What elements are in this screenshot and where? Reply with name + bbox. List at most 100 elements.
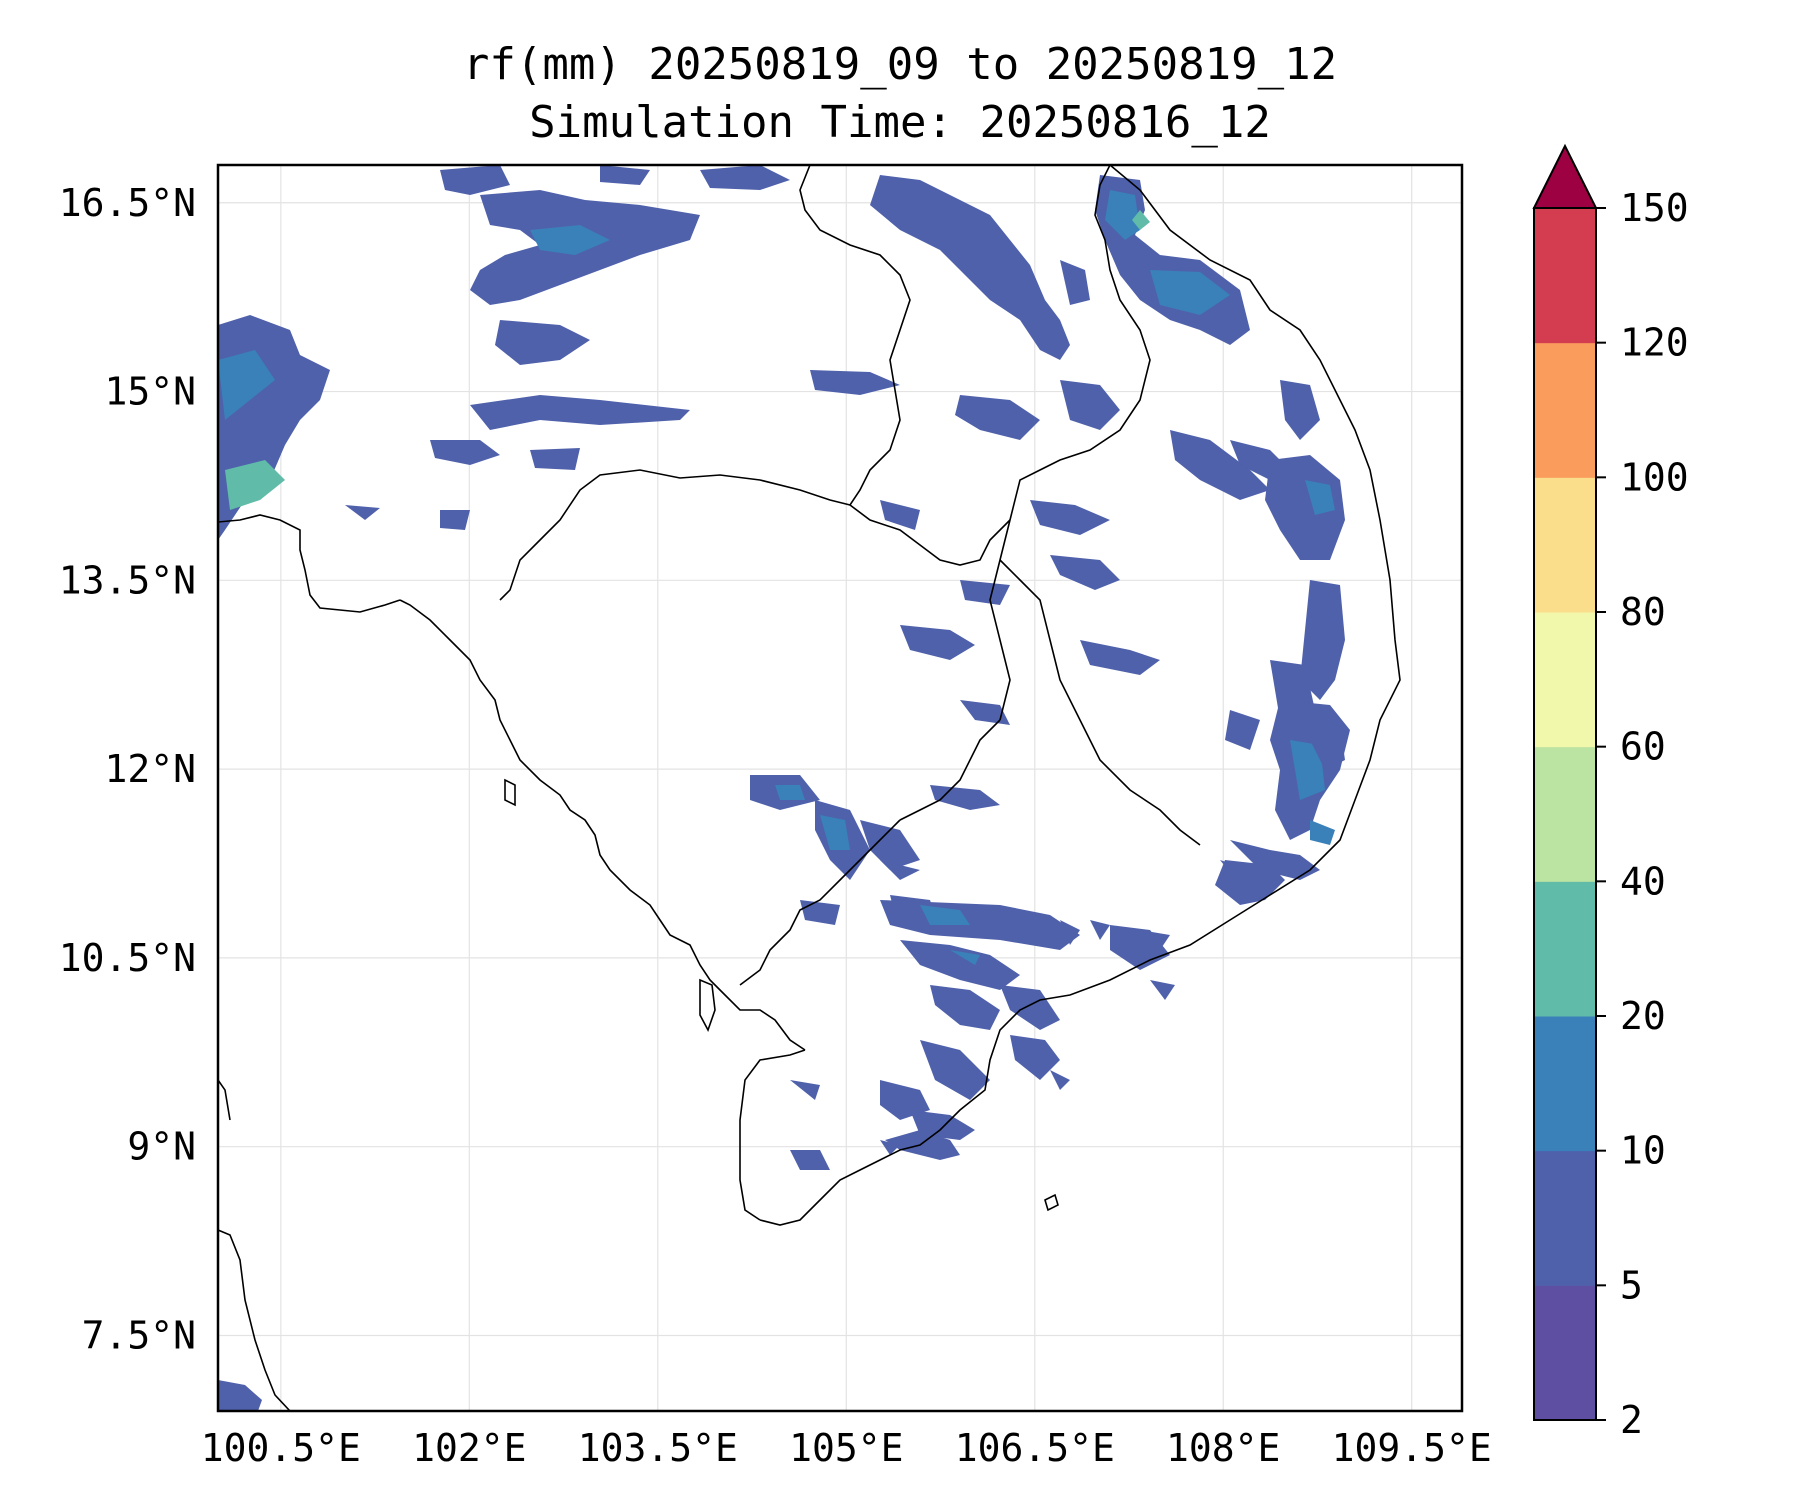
rain-patch <box>225 460 285 510</box>
colorbar-tick-label: 2 <box>1620 1398 1643 1442</box>
colorbar-segment <box>1534 881 1596 1017</box>
rain-patch <box>1225 710 1260 750</box>
colorbar-tick-label: 150 <box>1620 186 1689 230</box>
colorbar-tick-label: 80 <box>1620 590 1666 634</box>
rain-patch <box>900 940 1020 990</box>
island-phuquoc <box>699 978 716 1032</box>
rain-patch <box>1132 210 1150 230</box>
rain-patch <box>430 440 500 465</box>
lat-tick-label: 7.5°N <box>82 1313 196 1357</box>
colorbar-frame <box>1533 207 1597 1421</box>
lon-tick-label: 109.5°E <box>1332 1426 1492 1470</box>
colorbar-tick-label: 100 <box>1620 455 1689 499</box>
border-cambodia-south <box>739 819 901 986</box>
map-frame <box>216 163 1464 1413</box>
rain-patch <box>820 815 850 850</box>
rain-patch <box>810 370 900 395</box>
lon-tick-label: 108°E <box>1166 1426 1280 1470</box>
colorbar-tick-label: 5 <box>1620 1263 1643 1307</box>
colorbar-segment <box>1534 1150 1596 1286</box>
colorbar-segment <box>1534 1285 1596 1421</box>
rain-patch <box>440 165 510 195</box>
coastline-gulf <box>399 599 806 1051</box>
colorbar-tick-label: 60 <box>1620 725 1666 769</box>
rain-patch <box>1310 820 1335 845</box>
rain-patch <box>880 860 920 880</box>
border-2 <box>899 719 1001 821</box>
colorbar-segment <box>1534 1016 1596 1152</box>
rain-patch <box>218 350 275 420</box>
colorbar-segment <box>1534 477 1596 613</box>
colorbar-tick-label: 40 <box>1620 859 1666 903</box>
coastline-thailand <box>218 514 401 613</box>
rain-patch <box>218 1380 262 1411</box>
lon-tick-label: 105°E <box>789 1426 903 1470</box>
rain-patch <box>870 175 1070 360</box>
border-cambodia-north <box>849 504 1011 566</box>
title-line-2: Simulation Time: 20250816_12 <box>529 97 1271 148</box>
rain-patch <box>880 1140 900 1155</box>
rain-patch <box>1300 580 1345 700</box>
rain-patch <box>1265 455 1345 560</box>
rain-patch <box>900 625 975 660</box>
rain-patch <box>790 1080 820 1100</box>
lat-tick-label: 15°N <box>104 370 196 414</box>
lon-tick-label: 103.5°E <box>578 1426 738 1470</box>
rain-patch <box>930 985 1000 1030</box>
colorbar-segment <box>1534 746 1596 882</box>
colorbar: 2 5 10 20 40 60 80 100 120 150 <box>1532 143 1689 1442</box>
colorbar-tick-label: 10 <box>1620 1129 1666 1173</box>
rain-patch <box>1110 925 1170 970</box>
rain-patch <box>1090 920 1110 940</box>
rain-patch <box>600 165 650 185</box>
title-line-1: rf(mm) 20250819_09 to 20250819_12 <box>462 39 1338 90</box>
rain-patch <box>700 165 790 190</box>
rain-patch <box>1305 480 1335 515</box>
rain-patch <box>530 448 580 470</box>
gridlines <box>218 165 1462 1411</box>
rain-patch <box>950 950 980 965</box>
rain-patch <box>1010 1035 1060 1080</box>
island-kohkong <box>504 778 516 807</box>
rain-patch <box>1000 985 1060 1030</box>
rain-patch <box>1060 260 1090 305</box>
rain-patch <box>1170 430 1270 500</box>
lon-tick-label: 100.5°E <box>201 1426 361 1470</box>
colorbar-segment <box>1534 612 1596 748</box>
rain-patch <box>860 820 920 870</box>
rain-patch <box>790 1150 830 1170</box>
rain-patch <box>1150 980 1175 1000</box>
rain-patch <box>1105 190 1140 240</box>
lon-tick-label: 106.5°E <box>955 1426 1115 1470</box>
lat-tick-label: 12°N <box>104 747 196 791</box>
rain-patch <box>1060 920 1080 945</box>
lat-tick-label: 10.5°N <box>59 936 196 980</box>
rain-patch <box>880 1080 930 1120</box>
rain-patch <box>1280 380 1320 440</box>
coastline-vietnam <box>759 165 1401 1226</box>
rain-patch <box>1300 720 1345 770</box>
rain-patch <box>960 580 1010 605</box>
chart-title: rf(mm) 20250819_09 to 20250819_12 Simula… <box>0 36 1800 152</box>
rain-patch <box>885 1130 960 1160</box>
rain-patch <box>530 225 610 255</box>
lat-tick-label: 9°N <box>127 1125 196 1169</box>
lat-ticks: 16.5°N 15°N 13.5°N 12°N 10.5°N 9°N 7.5°N <box>59 181 196 1358</box>
rain-patch <box>1290 740 1325 800</box>
coastlines <box>218 165 1401 1411</box>
border-laos-cambodia <box>999 559 1201 846</box>
rain-patch <box>495 320 590 365</box>
rain-patch <box>775 785 805 800</box>
rain-patch <box>345 505 380 520</box>
rain-patch <box>920 1040 990 1100</box>
lat-tick-label: 16.5°N <box>59 181 196 225</box>
rain-patch <box>1050 1070 1070 1090</box>
rain-patch <box>470 395 690 430</box>
rain-patch <box>1220 860 1250 885</box>
colorbar-extend-arrow <box>1532 143 1598 209</box>
rain-patch <box>1060 380 1120 430</box>
lon-ticks: 100.5°E 102°E 103.5°E 105°E 106.5°E 108°E 109.… <box>201 1426 1492 1470</box>
border-1 <box>989 165 1151 721</box>
border-laos-thai <box>499 165 911 601</box>
